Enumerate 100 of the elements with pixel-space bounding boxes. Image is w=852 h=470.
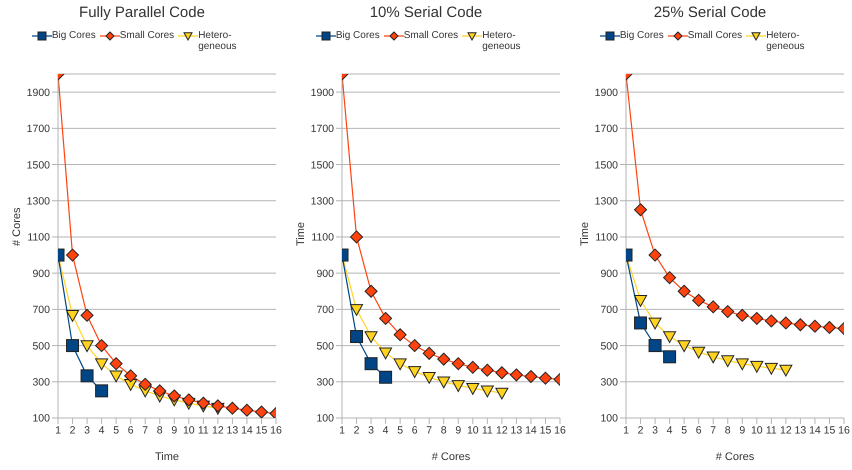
y-tick-label: 1500 (310, 159, 334, 172)
legend-label: Big Cores (52, 30, 96, 41)
x-tick-label: 3 (652, 424, 658, 436)
x-tick-label: 12 (496, 424, 508, 436)
point (379, 312, 392, 325)
point (80, 369, 94, 382)
x-tick-label: 1 (339, 424, 346, 436)
y-tick-label: 1300 (594, 195, 618, 208)
point (350, 304, 364, 316)
point (634, 295, 648, 307)
point (750, 312, 764, 325)
point (779, 364, 792, 377)
point (480, 386, 494, 398)
x-tick-label: 13 (510, 424, 522, 436)
x-tick-label: 16 (554, 424, 566, 436)
point (794, 318, 807, 332)
point (764, 314, 778, 328)
x-tick-label: 8 (440, 424, 447, 436)
point (663, 271, 676, 284)
point (80, 340, 94, 352)
point (706, 352, 720, 364)
point (422, 346, 436, 360)
point (168, 389, 181, 402)
x-tick-label: 9 (739, 424, 746, 436)
point (408, 339, 422, 352)
legend-label: Small Cores (404, 30, 458, 41)
y-tick-label: 900 (600, 268, 618, 280)
point (524, 370, 538, 384)
point (495, 366, 508, 380)
y-tick-label: 300 (32, 376, 50, 389)
x-tick-label: 7 (426, 424, 432, 436)
x-tick-label: 13 (794, 424, 806, 436)
y-tick-label: 1700 (310, 123, 334, 136)
y-axis-title: Time (578, 222, 591, 246)
point (394, 328, 407, 342)
point (634, 316, 648, 330)
y-tick-label: 300 (316, 376, 334, 389)
x-tick-label: 2 (70, 424, 76, 436)
point (480, 364, 494, 377)
point (466, 360, 480, 374)
y-tick-label: 900 (32, 268, 50, 280)
x-tick-label: 4 (382, 424, 389, 436)
x-axis-title: Time (154, 451, 180, 463)
point (663, 331, 676, 344)
point (80, 308, 94, 322)
point (364, 284, 378, 298)
point (808, 320, 822, 333)
legend-label: Big Cores (336, 30, 380, 41)
y-tick-label: 1500 (26, 159, 50, 172)
point (364, 357, 378, 370)
point (110, 370, 123, 382)
point (634, 203, 648, 216)
x-tick-label: 14 (809, 424, 821, 436)
point (240, 404, 254, 417)
point (138, 378, 152, 391)
y-tick-label: 700 (32, 304, 50, 316)
y-tick-label: 500 (316, 340, 334, 352)
y-axis-title: Time (294, 222, 307, 246)
x-tick-label: 10 (182, 424, 195, 436)
point (364, 331, 378, 344)
point (663, 350, 676, 364)
point (124, 369, 138, 382)
x-tick-label: 9 (455, 424, 462, 436)
point (394, 358, 407, 370)
x-tick-label: 4 (666, 424, 673, 436)
point (736, 308, 749, 322)
x-tick-label: 11 (482, 424, 493, 436)
x-tick-label: 12 (212, 424, 224, 436)
point (779, 316, 792, 330)
y-tick-label: 1900 (26, 86, 50, 99)
x-tick-label: 6 (128, 424, 134, 436)
legend-label: Small Cores (688, 30, 742, 41)
chart-title: 25% Serial Code (652, 4, 768, 21)
x-tick-label: 9 (171, 424, 178, 436)
point (721, 355, 734, 368)
point (379, 370, 392, 384)
x-tick-label: 11 (766, 424, 777, 436)
x-tick-label: 5 (397, 424, 404, 436)
y-axis-title: # Cores (10, 206, 23, 246)
x-tick-label: 1 (623, 424, 630, 436)
point (153, 384, 166, 398)
point (538, 372, 552, 385)
point (66, 310, 80, 322)
x-tick-label: 7 (142, 424, 148, 436)
y-tick-label: 1900 (594, 86, 618, 99)
point (648, 318, 662, 330)
x-tick-label: 7 (710, 424, 716, 436)
x-tick-label: 6 (696, 424, 702, 436)
legend-label: Big Cores (620, 30, 664, 41)
x-tick-label: 16 (270, 424, 282, 436)
point (110, 357, 123, 370)
point (422, 372, 436, 384)
y-tick-label: 500 (600, 340, 618, 352)
x-tick-label: 1 (55, 424, 62, 436)
x-tick-label: 5 (113, 424, 120, 436)
point (750, 360, 764, 373)
point (764, 362, 778, 375)
point (95, 358, 108, 370)
point (495, 388, 508, 400)
point (452, 380, 465, 392)
